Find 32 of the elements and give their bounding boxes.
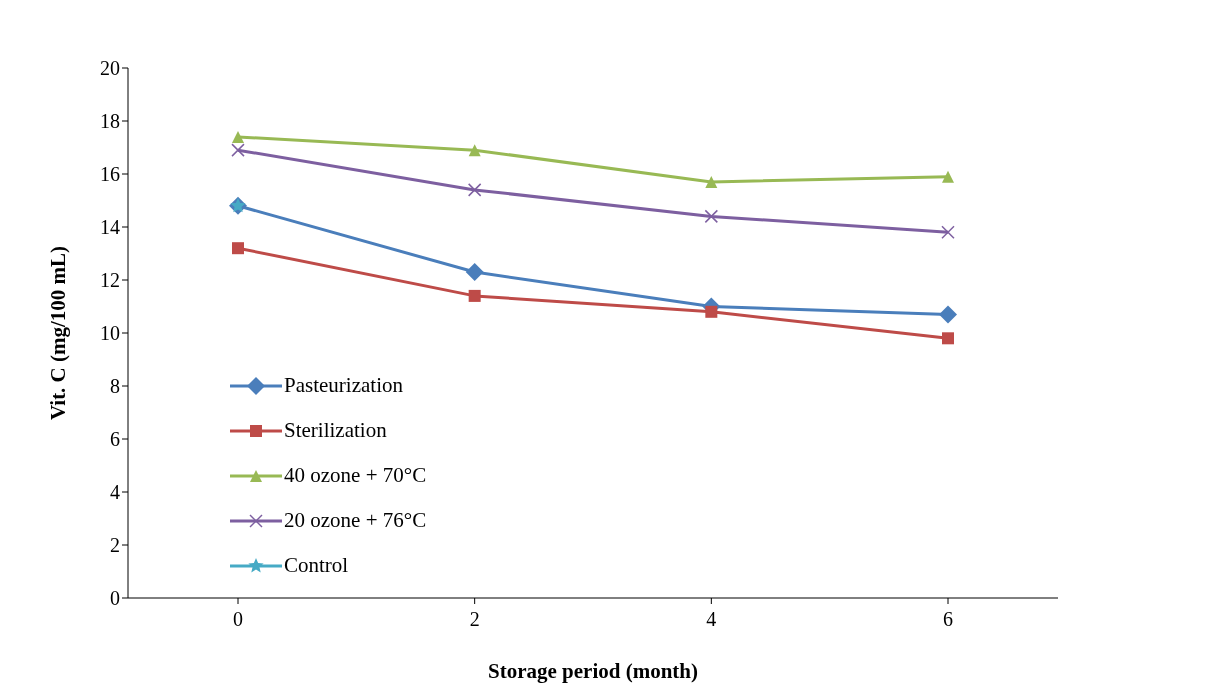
point xyxy=(942,332,954,345)
x-tick-label: 2 xyxy=(469,608,480,631)
y-tick-label: 6 xyxy=(110,428,120,451)
point xyxy=(705,175,718,188)
y-tick-label: 14 xyxy=(100,216,120,239)
y-tick-label: 18 xyxy=(100,110,120,133)
y-tick-label: 0 xyxy=(110,587,120,610)
y-tick-label: 8 xyxy=(110,375,120,398)
x-tick-label: 0 xyxy=(233,608,243,631)
legend-label: 40 ozone + 70°C xyxy=(284,463,427,488)
point xyxy=(705,305,718,318)
y-tick-label: 2 xyxy=(110,534,120,557)
legend-label: Pasteurization xyxy=(284,373,403,398)
y-tick-label: 4 xyxy=(110,481,120,504)
point xyxy=(232,130,244,143)
point xyxy=(465,263,484,282)
legend-label: Control xyxy=(284,553,349,578)
point xyxy=(468,289,481,302)
y-tick-label: 12 xyxy=(100,269,120,292)
y-tick-label: 10 xyxy=(100,322,120,345)
point xyxy=(942,170,954,183)
x-tick-label: 6 xyxy=(943,608,953,631)
legend-label: 20 ozone + 76°C xyxy=(284,508,427,533)
y-axis-title: Vit. C (mg/100 mL) xyxy=(46,245,71,421)
point xyxy=(939,305,957,324)
y-tick-label: 20 xyxy=(100,57,120,80)
x-tick-label: 4 xyxy=(706,608,717,631)
legend-label: Sterilization xyxy=(284,418,387,443)
y-tick-label: 16 xyxy=(100,163,120,186)
x-axis-title: Storage period (month) xyxy=(488,659,698,683)
point xyxy=(468,144,481,157)
point xyxy=(232,242,244,255)
